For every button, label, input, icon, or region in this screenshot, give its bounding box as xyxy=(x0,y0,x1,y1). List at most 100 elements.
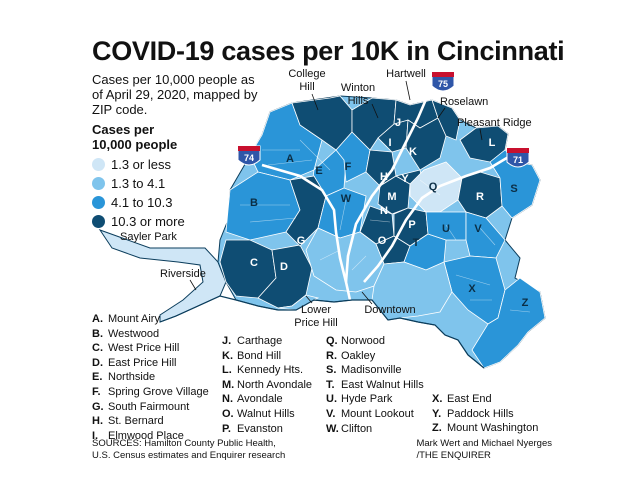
key-letter: A. xyxy=(92,313,103,325)
zone-letter-n: N xyxy=(380,205,388,217)
i71-shield-icon: 71 xyxy=(506,147,530,168)
label-downtown: Downtown xyxy=(364,304,415,316)
key-entry: C. West Price Hill xyxy=(92,341,209,356)
key-name: Northside xyxy=(108,371,156,384)
key-entry: U. Hyde Park xyxy=(326,392,424,407)
sources-note: SOURCES: Hamilton County Public Health, … xyxy=(92,438,285,462)
zone-letter-q: Q xyxy=(429,181,438,193)
key-name: St. Bernard xyxy=(108,415,164,428)
key-name: Clifton xyxy=(341,422,373,435)
key-letter: G. xyxy=(92,400,104,413)
key-entry: M. North Avondale xyxy=(222,378,312,393)
zone-letter-i: I xyxy=(388,137,391,149)
key-entry: Q. Norwood xyxy=(326,334,424,349)
i74-label: 74 xyxy=(244,153,254,163)
zone-letter-t: T xyxy=(413,237,420,249)
legend: Cases per 10,000 people 1.3 or less 1.3 t… xyxy=(92,122,252,231)
key-letter: U. xyxy=(326,393,337,406)
key-entry: H. St. Bernard xyxy=(92,414,209,429)
zone-letter-l: L xyxy=(489,137,496,149)
key-entry: G. South Fairmount xyxy=(92,400,209,415)
map-subtitle: Cases per 10,000 people as of April 29, … xyxy=(92,72,258,117)
place-labels: College Hill Hartwell Winton Hills Rosel… xyxy=(120,68,532,329)
key-letter: P. xyxy=(222,422,231,435)
legend-swatch-icon xyxy=(92,215,105,228)
credit-line-2: /THE ENQUIRER xyxy=(416,450,491,461)
zone-l xyxy=(459,125,509,163)
zone-g xyxy=(285,175,327,247)
key-entry: V. Mount Lookout xyxy=(326,407,424,422)
i75-label: 75 xyxy=(438,79,448,89)
label-pleasant-ridge: Pleasant Ridge xyxy=(457,117,532,129)
zone-letter-r: R xyxy=(476,191,484,203)
key-entry: L. Kennedy Hts. xyxy=(222,363,312,378)
key-name: Carthage xyxy=(237,335,283,347)
zone-r xyxy=(457,171,503,219)
zone-letter-v: V xyxy=(474,223,482,235)
key-entry: S. Madisonville xyxy=(326,363,424,378)
key-entry: Y. Paddock Hills xyxy=(432,407,538,422)
label-winton-hills-2: Hills xyxy=(348,95,369,107)
key-name: Westwood xyxy=(108,327,160,340)
key-letter: D. xyxy=(92,356,103,369)
sources-line-1: SOURCES: Hamilton County Public Health, xyxy=(92,438,276,449)
key-letter: I. xyxy=(92,429,99,442)
key-name: Kennedy Hts. xyxy=(237,364,304,377)
legend-label: 1.3 or less xyxy=(111,157,171,172)
zone-letter-s: S xyxy=(510,183,517,195)
ohio-river-edge xyxy=(159,295,485,369)
label-college-hill-2: Hill xyxy=(299,81,314,93)
highways xyxy=(261,89,521,301)
zone-letter-m: M xyxy=(387,191,396,203)
legend-item: 1.3 or less xyxy=(92,155,252,174)
key-name: West Price Hill xyxy=(108,342,180,355)
zone-letter-layer: A B C D E F G H IJ K L MN O P Q R S T U V W X Y Z xyxy=(250,117,529,309)
zone-letter-f: F xyxy=(345,161,352,173)
key-letter: Y. xyxy=(432,407,442,420)
i71-label: 71 xyxy=(513,155,523,165)
key-letter: Z. xyxy=(432,422,442,435)
key-entry: P. Evanston xyxy=(222,422,312,437)
label-lower-price-hill-1: Lower xyxy=(301,304,331,316)
key-letter: H. xyxy=(92,415,103,428)
key-letter: Q. xyxy=(326,335,338,347)
zone-z xyxy=(471,277,546,369)
i75-shield-icon: 75 xyxy=(431,71,455,92)
credit-line-1: Mark Wert and Michael Nyerges xyxy=(416,438,552,449)
key-entry: O. Walnut Hills xyxy=(222,407,312,422)
zone-letter-x: X xyxy=(468,283,476,295)
key-name: Mount Lookout xyxy=(341,407,414,420)
key-letter: T. xyxy=(326,378,335,391)
key-name: Hyde Park xyxy=(341,393,393,406)
label-lower-price-hill-2: Price Hill xyxy=(294,317,337,329)
legend-swatch-icon xyxy=(92,177,105,190)
legend-item: 1.3 to 4.1 xyxy=(92,174,252,193)
key-letter: W. xyxy=(326,422,339,435)
key-name: Avondale xyxy=(237,393,283,406)
key-name: Bond Hill xyxy=(237,349,282,362)
key-name: Oakley xyxy=(341,349,376,362)
legend-title-line2: 10,000 people xyxy=(92,137,178,152)
zone-letter-j: J xyxy=(395,117,401,129)
zone-letter-y: Y xyxy=(401,173,409,185)
key-name: Spring Grove Village xyxy=(108,385,209,398)
key-letter: S. xyxy=(326,364,337,377)
key-letter: R. xyxy=(326,349,337,362)
key-column-1: A. Mount Airy B. Westwood C. West Price Hill D… xyxy=(92,312,209,443)
key-entry: B. Westwood xyxy=(92,327,209,342)
legend-item: 4.1 to 10.3 xyxy=(92,193,252,212)
zone-letter-z: Z xyxy=(522,297,529,309)
key-column-3: Q. Norwood R. Oakley S. Madisonville T. East Wa… xyxy=(326,334,424,436)
key-entry: R. Oakley xyxy=(326,349,424,364)
key-name: Norwood xyxy=(341,335,386,347)
sources-line-2: U.S. Census estimates and Enquirer resea… xyxy=(92,450,286,461)
key-name: Walnut Hills xyxy=(237,407,295,420)
key-name: Evanston xyxy=(237,422,283,435)
label-riverside: Riverside xyxy=(160,268,206,280)
key-column-2: J. Carthage K. Bond Hill L. Kennedy Hts. M. Nor… xyxy=(222,334,312,436)
key-letter: B. xyxy=(92,327,103,340)
key-entry: F. Spring Grove Village xyxy=(92,385,209,400)
key-column-4: X. East End Y. Paddock Hills Z. Mount Washing… xyxy=(432,392,538,436)
key-name: Paddock Hills xyxy=(447,407,514,420)
